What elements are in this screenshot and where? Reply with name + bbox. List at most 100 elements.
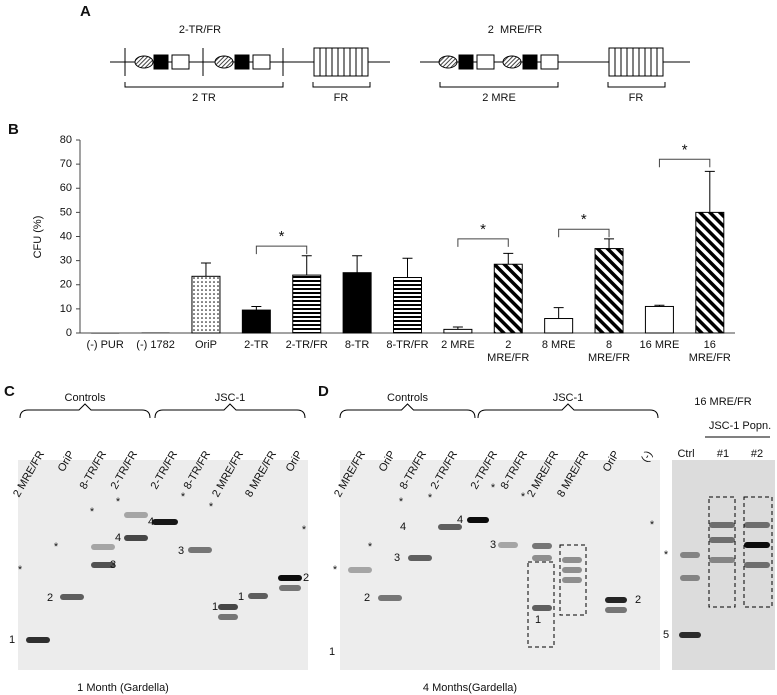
gel xyxy=(18,460,308,670)
gel-band xyxy=(744,522,770,528)
panel-label: B xyxy=(8,121,19,138)
gel-band xyxy=(467,517,489,523)
gel-caption: 4 Months(Gardella) xyxy=(423,682,517,694)
x-tick-label: (-) PUR xyxy=(86,339,124,351)
group-brace xyxy=(339,403,476,419)
bar xyxy=(141,332,170,334)
region-label: 2 MRE xyxy=(482,92,516,104)
gel-band xyxy=(680,575,700,581)
gel-band xyxy=(188,547,212,553)
gel-band xyxy=(680,552,700,558)
error-bar xyxy=(553,307,564,319)
band-marker: 1 xyxy=(212,601,218,613)
band-marker: * xyxy=(54,541,59,553)
band-marker: * xyxy=(116,496,121,508)
bar xyxy=(644,305,674,334)
diagram-2mre xyxy=(420,47,690,88)
gel-band xyxy=(248,593,268,599)
bar xyxy=(91,333,120,334)
x-tick-label: 2 MRE/FR xyxy=(487,339,530,364)
gel-band xyxy=(124,512,148,518)
band-marker: 3 xyxy=(490,539,496,551)
band-marker: * xyxy=(333,564,338,576)
band-marker: * xyxy=(650,519,655,531)
bar xyxy=(493,263,523,334)
y-tick-label: 20 xyxy=(60,279,72,291)
gel-band xyxy=(709,537,735,543)
bar xyxy=(695,211,725,334)
gel-band xyxy=(91,562,115,568)
y-tick-label: 10 xyxy=(60,303,72,315)
highlight-box xyxy=(708,496,736,608)
bar xyxy=(241,309,271,334)
significance-star: * xyxy=(279,228,285,245)
bar xyxy=(191,275,221,334)
gel-band xyxy=(709,522,735,528)
error-bar xyxy=(503,252,514,265)
x-tick-label: 2-TR xyxy=(244,339,269,351)
band-marker: 3 xyxy=(178,545,184,557)
group-label: Controls xyxy=(65,392,106,404)
bar xyxy=(544,318,574,334)
group-label: JSC-1 xyxy=(553,392,584,404)
x-tick-label: 2-TR/FR xyxy=(285,339,328,351)
construct-title: 2 MRE/FR xyxy=(488,24,542,36)
y-tick-label: 70 xyxy=(60,158,72,170)
y-tick-label: 30 xyxy=(60,255,72,267)
band-marker: 1 xyxy=(238,591,244,603)
gel-band xyxy=(744,542,770,548)
bar xyxy=(342,272,372,334)
y-axis-label: CFU (%) xyxy=(32,216,44,259)
gel-band xyxy=(562,557,582,563)
band-marker: 4 xyxy=(115,532,121,544)
gel-band xyxy=(279,585,301,591)
y-tick-label: 80 xyxy=(60,134,72,146)
gel-band xyxy=(60,594,84,600)
error-bar xyxy=(200,262,211,277)
band-marker: 2 xyxy=(303,572,309,584)
gel-caption: 1 Month (Gardella) xyxy=(77,682,169,694)
x-tick-label: 16 MRE xyxy=(639,339,680,351)
diagram-2tr xyxy=(110,47,390,88)
significance-bracket xyxy=(658,158,711,168)
gel-band xyxy=(605,607,627,613)
gel-band xyxy=(91,544,115,550)
significance-star: * xyxy=(682,141,688,158)
group-brace xyxy=(19,403,151,419)
gel-band xyxy=(218,604,238,610)
group-label: JSC-1 xyxy=(215,392,246,404)
gel-band xyxy=(532,543,552,549)
x-tick-label: (-) 1782 xyxy=(136,339,175,351)
x-tick-label: 2 MRE xyxy=(441,339,475,351)
lane-label: (-) xyxy=(639,449,655,465)
error-bar xyxy=(452,326,463,330)
band-marker: * xyxy=(302,524,307,536)
gel-band xyxy=(408,555,432,561)
error-bar xyxy=(402,257,413,278)
band-marker: * xyxy=(428,492,433,504)
band-marker: * xyxy=(18,564,23,576)
y-tick-label: 0 xyxy=(66,327,72,339)
highlight-box xyxy=(743,496,773,608)
x-tick-label: 16 MRE/FR xyxy=(688,339,731,364)
gel-band xyxy=(26,637,50,643)
gel-band xyxy=(438,524,462,530)
band-marker: * xyxy=(209,501,214,513)
gel-band xyxy=(278,575,302,581)
error-bar xyxy=(704,170,715,213)
band-marker: * xyxy=(90,506,95,518)
gel-band xyxy=(218,614,238,620)
gel xyxy=(340,460,660,670)
y-tick-label: 60 xyxy=(60,182,72,194)
band-marker: 3 xyxy=(394,552,400,564)
highlight-box xyxy=(559,544,587,616)
group-label: Controls xyxy=(387,392,428,404)
x-tick-label: 8 MRE xyxy=(541,339,576,351)
x-tick-label: OriP xyxy=(194,339,217,351)
gel-band xyxy=(562,577,582,583)
bar xyxy=(393,277,422,334)
significance-star: * xyxy=(480,221,486,238)
band-marker: 1 xyxy=(535,614,541,626)
region-label: FR xyxy=(629,92,644,104)
error-bar xyxy=(604,238,615,249)
